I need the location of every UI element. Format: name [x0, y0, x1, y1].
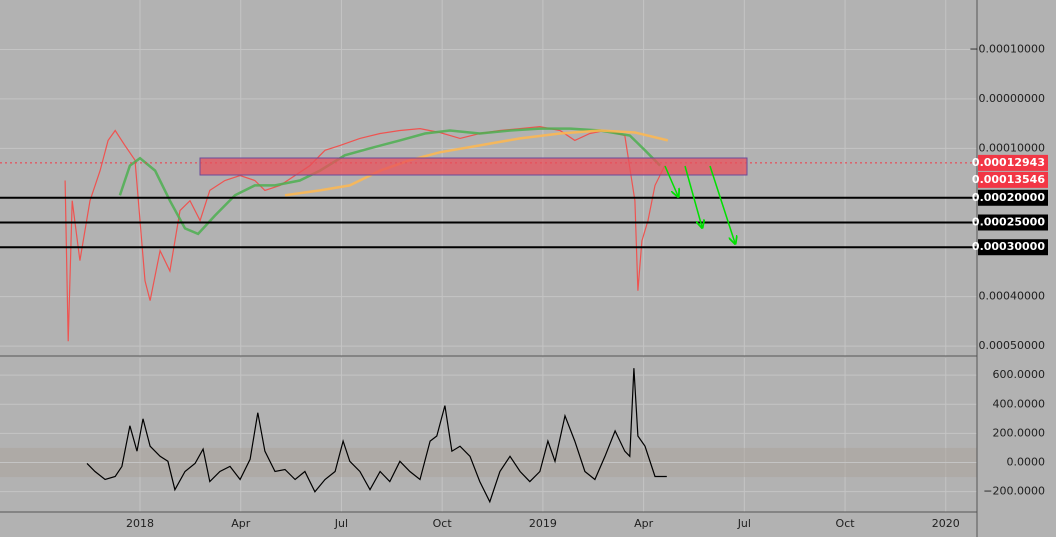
last-price-label: 0.00012943 — [972, 156, 1045, 169]
x-tick-label: Apr — [231, 517, 251, 530]
x-tick-label: Jul — [737, 517, 751, 530]
x-tick-label: 2018 — [126, 517, 154, 530]
arrow — [709, 165, 735, 243]
y-tick-label: 0.00000000 — [979, 92, 1045, 105]
prev-price-box — [978, 171, 1048, 188]
y-tick-label: 400.0000 — [993, 397, 1046, 410]
x-tick-label: 2020 — [932, 517, 960, 530]
y-tick-label: 0.00040000 — [979, 290, 1045, 303]
series-line — [284, 129, 669, 197]
series-line — [86, 368, 667, 504]
x-tick-label: Oct — [836, 517, 856, 530]
price-label: 0.00020000 — [972, 191, 1045, 204]
y-tick-label: 600.0000 — [993, 368, 1046, 381]
last-price-box — [978, 154, 1048, 171]
price-label: 0.00025000 — [972, 216, 1045, 229]
prev-price-label: 0.00013546 — [972, 173, 1045, 186]
annotations — [199, 157, 748, 243]
price-label-box — [978, 189, 1048, 206]
x-tick-label: 2019 — [529, 517, 557, 530]
y-tick-label: −0.00010000 — [969, 42, 1045, 55]
y-tick-label: 0.0000 — [1007, 456, 1046, 469]
x-tick-label: Oct — [433, 517, 453, 530]
labels: 2018 Apr Jul Oct 2019 Apr Jul Oct 2020 −0.0001000… — [126, 42, 1048, 530]
y-tick-label: 0.00050000 — [979, 339, 1045, 352]
y-tick-label: −200.0000 — [983, 485, 1045, 498]
resistance-zone — [199, 157, 748, 176]
price-label: 0.00030000 — [972, 240, 1045, 253]
x-tick-label: Apr — [634, 517, 654, 530]
price-label-box — [978, 214, 1048, 231]
arrow — [684, 165, 702, 227]
arrow — [664, 165, 678, 196]
price-label-box — [978, 239, 1048, 256]
y-tick-label: 0.00010000 — [979, 141, 1045, 154]
x-tick-label: Jul — [334, 517, 348, 530]
oscillator-pane — [0, 358, 977, 512]
y-tick-label: 200.0000 — [993, 426, 1046, 439]
